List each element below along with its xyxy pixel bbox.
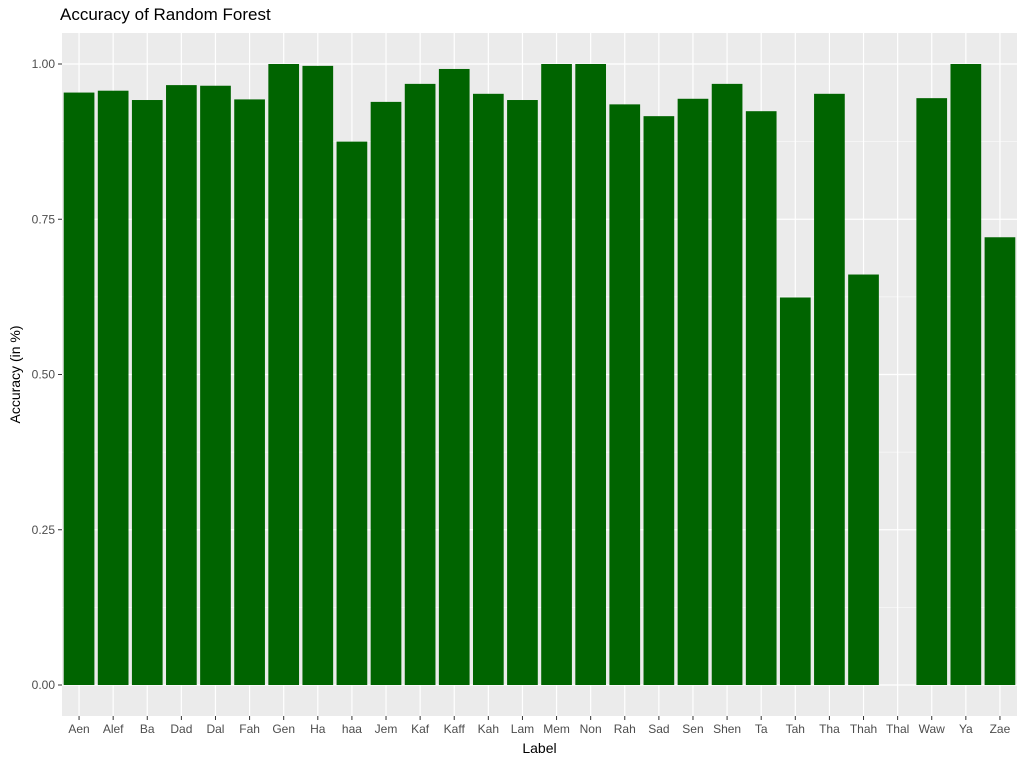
x-tick-label-aen: Aen	[68, 722, 89, 736]
bar-kaff	[438, 68, 470, 685]
bar-ya	[950, 64, 982, 685]
x-tick-label-thal: Thal	[886, 722, 909, 736]
bar-thah	[848, 274, 879, 685]
x-tick-label-sen: Sen	[682, 722, 703, 736]
y-axis: 0.00 0.25 0.50 0.75 1.00	[32, 57, 62, 692]
bar-rah	[609, 104, 641, 686]
x-tick-label-jem: Jem	[375, 722, 398, 736]
x-tick-label-dad: Dad	[170, 722, 192, 736]
chart-title: Accuracy of Random Forest	[60, 5, 271, 24]
x-tick-label-ya: Ya	[959, 722, 973, 736]
bar-dal	[200, 85, 231, 686]
x-tick-label-shen: Shen	[713, 722, 741, 736]
bar-zae	[984, 237, 1016, 685]
bar-ba	[131, 100, 163, 685]
bar-dad	[166, 85, 197, 685]
bar-tha	[814, 93, 845, 686]
x-tick-label-fah: Fah	[239, 722, 260, 736]
bar-haa	[336, 141, 368, 685]
y-tick-label: 1.00	[32, 57, 56, 71]
x-tick-label-sad: Sad	[648, 722, 669, 736]
bar-jem	[370, 101, 402, 686]
bar-tah	[779, 297, 811, 685]
x-tick-label-lam: Lam	[511, 722, 534, 736]
bar-waw	[916, 98, 948, 685]
x-tick-label-kaff: Kaff	[444, 722, 466, 736]
x-tick-label-mem: Mem	[543, 722, 570, 736]
bar-aen	[63, 92, 95, 686]
bar-sen	[677, 98, 709, 685]
y-tick-label: 0.00	[32, 678, 56, 692]
x-axis: Aen Alef Ba Dad Dal Fah Gen Ha haa Jem Kaf Kaff Kah L…	[68, 716, 1011, 736]
x-tick-label-ha: Ha	[310, 722, 326, 736]
x-tick-label-gen: Gen	[272, 722, 295, 736]
x-tick-label-zae: Zae	[990, 722, 1011, 736]
y-tick-label: 0.75	[32, 212, 56, 226]
bar-non	[575, 64, 607, 685]
x-tick-label-alef: Alef	[103, 722, 124, 736]
x-tick-label-thah: Thah	[850, 722, 877, 736]
bar-gen	[268, 64, 300, 685]
x-tick-label-kaf: Kaf	[411, 722, 430, 736]
bar-alef	[97, 90, 129, 685]
y-axis-title: Accuracy (in %)	[7, 325, 23, 423]
bar-ta	[745, 111, 777, 686]
y-tick-label: 0.50	[32, 368, 56, 382]
y-tick-label: 0.25	[32, 523, 56, 537]
bar-ha	[302, 65, 334, 686]
bar-mem	[541, 64, 572, 685]
x-tick-label-non: Non	[580, 722, 602, 736]
x-tick-label-ta: Ta	[755, 722, 768, 736]
bar-shen	[711, 83, 743, 685]
x-tick-label-waw: Waw	[919, 722, 946, 736]
bars	[63, 64, 1016, 686]
bar-sad	[643, 116, 675, 685]
x-axis-title: Label	[522, 740, 556, 756]
bar-fah	[234, 99, 265, 686]
x-tick-label-tah: Tah	[786, 722, 805, 736]
bar-kaf	[404, 83, 436, 685]
bar-lam	[507, 100, 538, 685]
x-tick-label-dal: Dal	[206, 722, 224, 736]
x-tick-label-kah: Kah	[478, 722, 499, 736]
x-tick-label-tha: Tha	[819, 722, 840, 736]
x-tick-label-ba: Ba	[140, 722, 155, 736]
x-tick-label-rah: Rah	[614, 722, 636, 736]
bar-kah	[472, 93, 504, 686]
x-tick-label-haa: haa	[342, 722, 362, 736]
